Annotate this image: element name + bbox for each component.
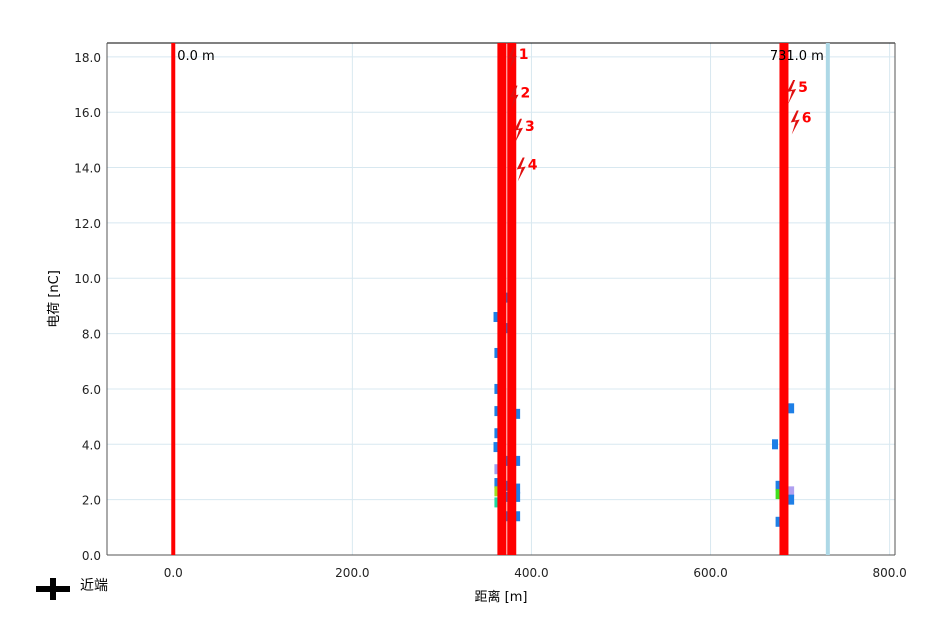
x-tick-label: 0.0: [164, 566, 183, 580]
pulse-point: [772, 439, 779, 450]
x-tick-label: 800.0: [872, 566, 906, 580]
cursor-line: [497, 43, 507, 555]
x-tick-label: 600.0: [693, 566, 727, 580]
y-tick-label: 8.0: [82, 328, 101, 342]
legend: 近端: [36, 578, 108, 600]
lightning-icon: [507, 46, 517, 71]
pulse-point: [514, 491, 521, 502]
x-tick-label: 200.0: [335, 566, 369, 580]
pulse-point: [493, 311, 500, 322]
lightning-label: 5: [798, 80, 808, 96]
cursor-line: [507, 43, 517, 555]
pulse-point: [788, 494, 795, 505]
legend-label: 近端: [80, 578, 108, 594]
cursor-line: [825, 43, 830, 555]
lightning-icon: [509, 85, 519, 110]
pulse-point: [514, 483, 521, 494]
y-tick-label: 6.0: [82, 383, 101, 397]
y-axis-label: 电荷 [nC]: [47, 270, 62, 328]
y-tick-label: 12.0: [74, 217, 101, 231]
lightning-icon: [516, 157, 526, 182]
y-tick-label: 18.0: [74, 51, 101, 65]
lightning-label: 6: [802, 110, 812, 126]
pulse-point: [775, 516, 782, 527]
lightning-icon: [790, 110, 800, 135]
cursor-label: 0.0 m: [177, 49, 214, 64]
y-tick-label: 16.0: [74, 106, 101, 120]
lightning-icon: [514, 118, 524, 143]
x-tick-label: 400.0: [514, 566, 548, 580]
pulse-point: [788, 403, 795, 414]
y-tick-label: 0.0: [82, 549, 101, 563]
pulse-point: [775, 489, 782, 500]
pulse-point: [493, 442, 500, 453]
cursor-label: 731.0 m: [770, 49, 824, 64]
pulse-point: [514, 511, 521, 522]
lightning-label: 4: [528, 158, 538, 174]
plus-icon: [36, 578, 70, 600]
y-tick-label: 2.0: [82, 494, 101, 508]
cursor-line: [779, 43, 789, 555]
lightning-label: 2: [521, 86, 531, 102]
y-tick-label: 4.0: [82, 438, 101, 452]
cursor-line: [171, 43, 176, 555]
lightning-label: 3: [525, 119, 535, 135]
lightning-icon: [787, 80, 797, 105]
pulse-point: [514, 408, 521, 419]
pulse-point: [788, 486, 795, 497]
x-axis-label: 距离 [m]: [475, 589, 528, 605]
lightning-label: 1: [519, 47, 529, 63]
pulse-point: [514, 455, 521, 466]
pulse-point: [775, 480, 782, 491]
y-tick-label: 10.0: [74, 272, 101, 286]
y-tick-label: 14.0: [74, 162, 101, 176]
